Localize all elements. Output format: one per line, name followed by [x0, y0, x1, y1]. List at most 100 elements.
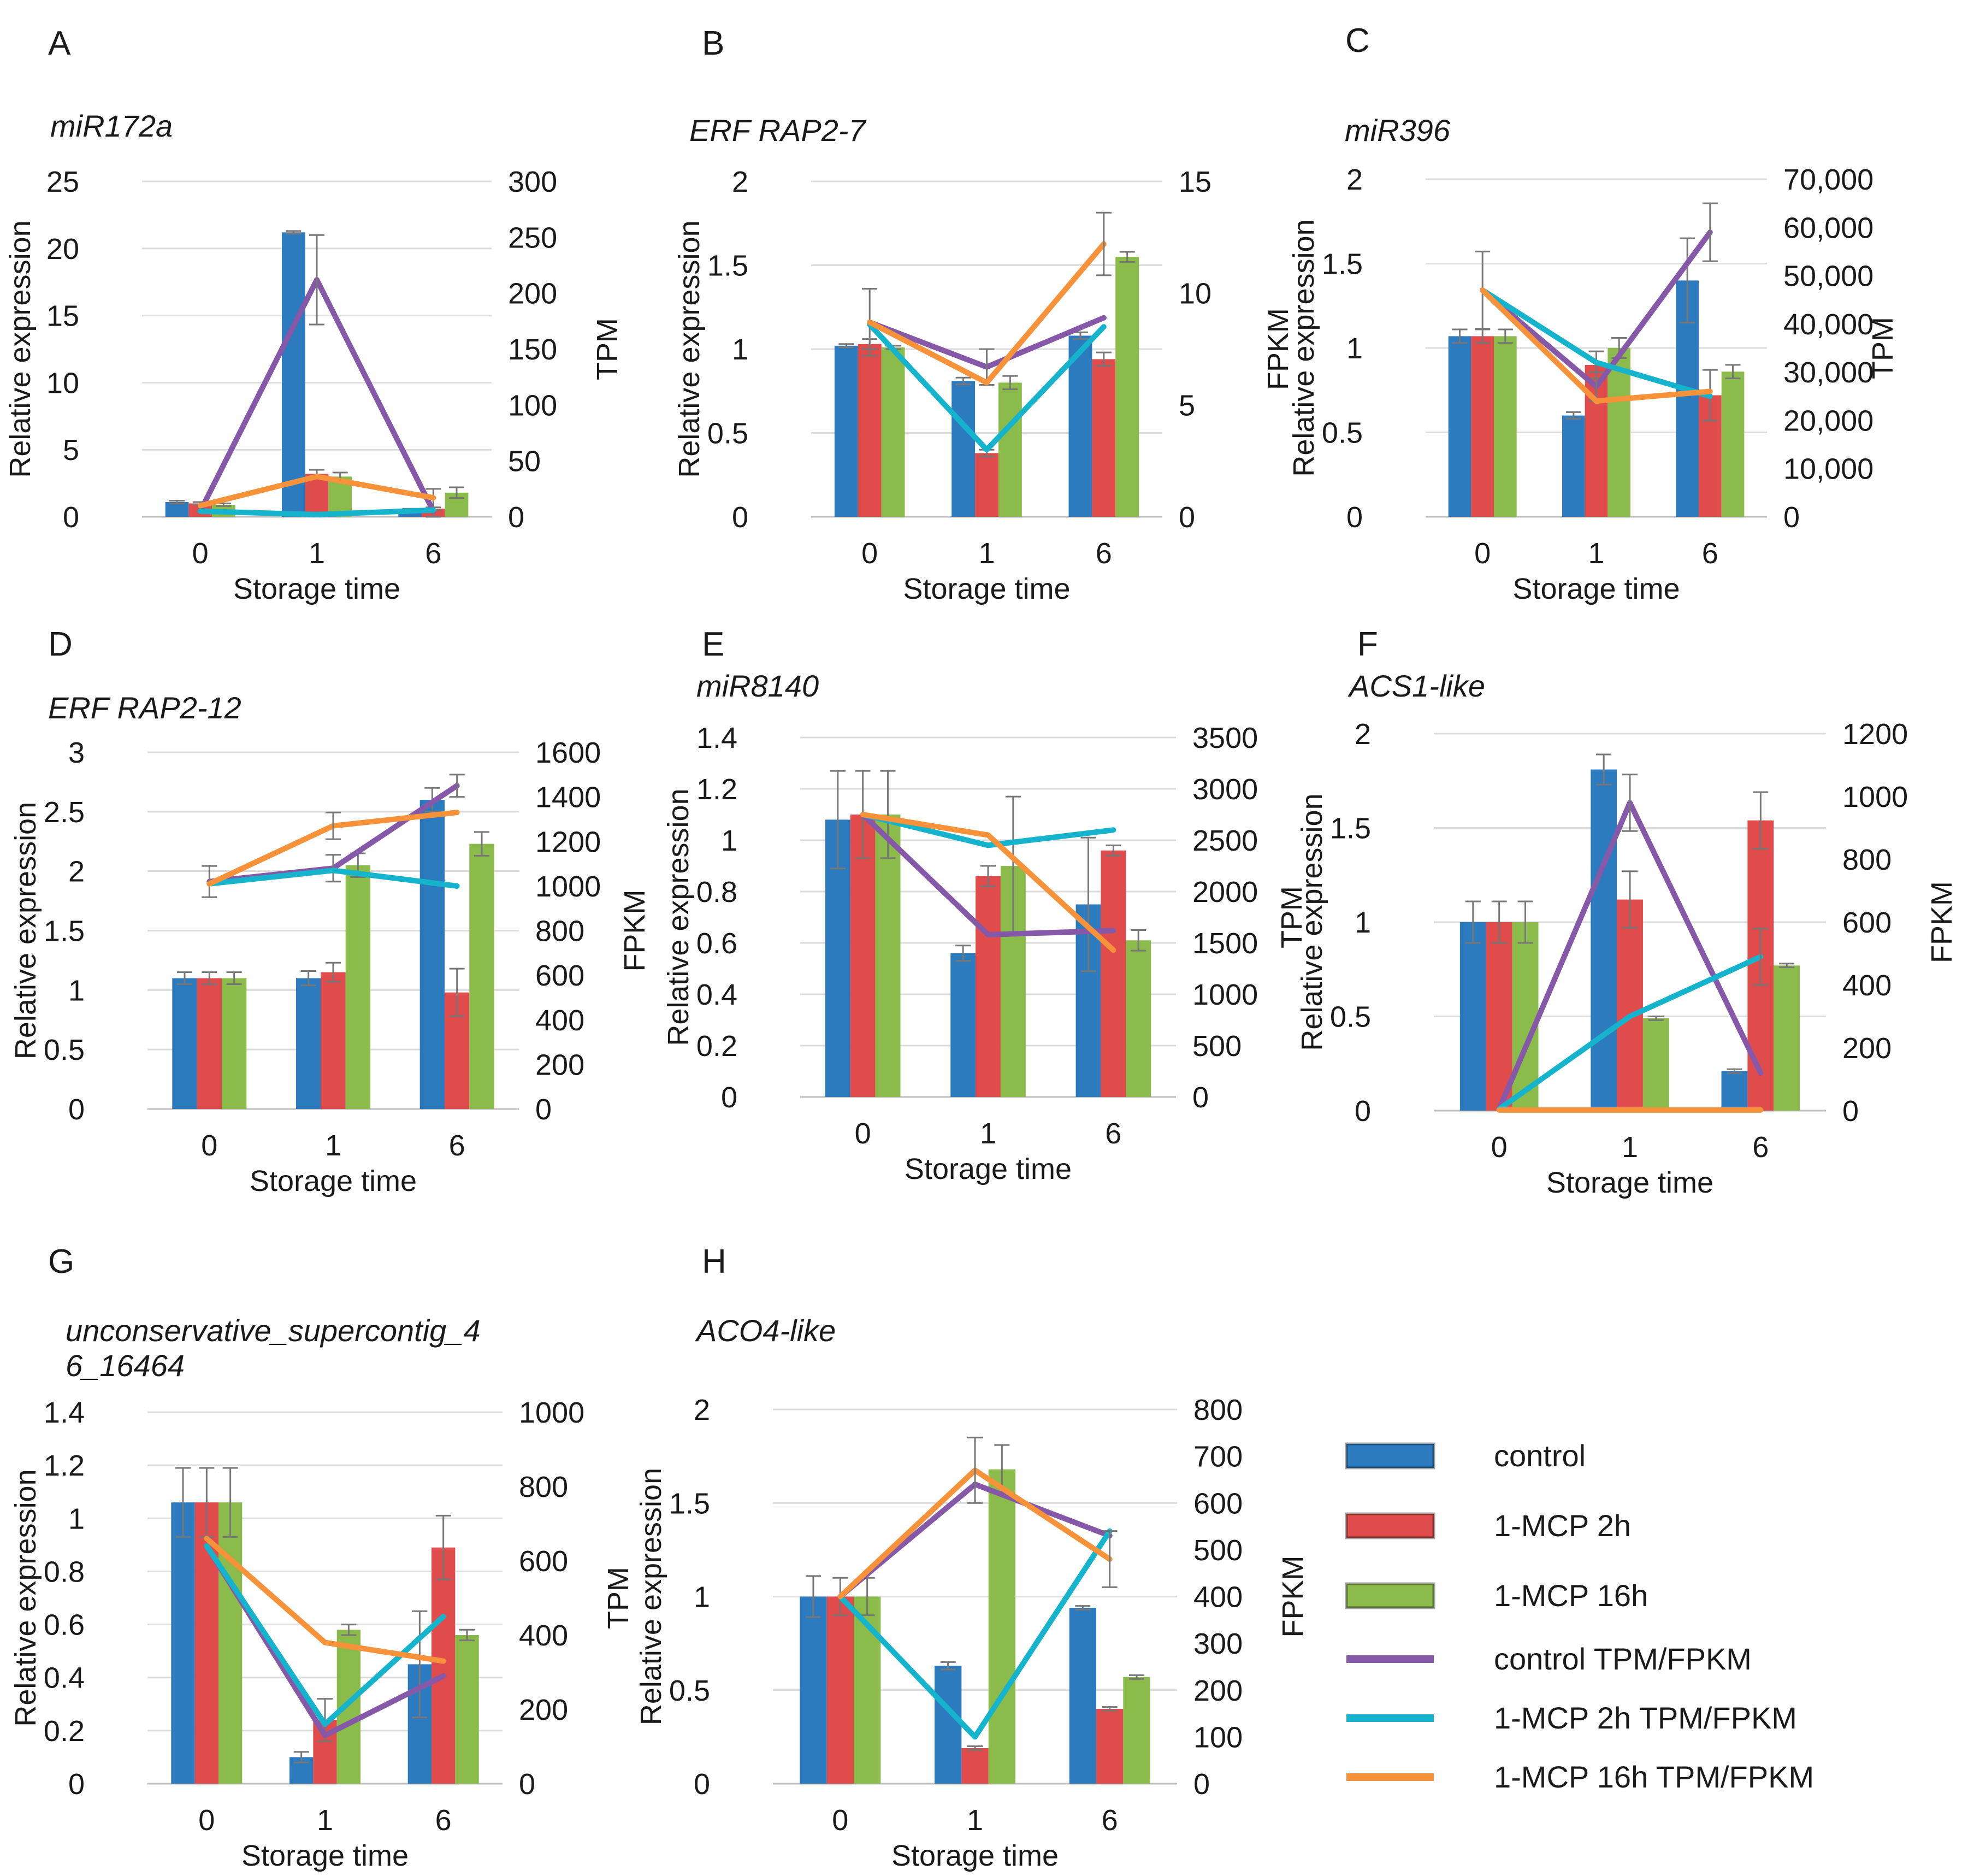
x-axis-title: Storage time	[233, 573, 400, 605]
bar-mcp16h	[218, 1502, 243, 1784]
x-tick-label: 6	[1102, 1804, 1118, 1837]
gene-title: ERF RAP2-12	[48, 691, 241, 725]
legend-label: 1-MCP 2h	[1494, 1508, 1631, 1543]
y2-tick-label: 0	[1192, 1081, 1209, 1114]
y-tick-label: 0.5	[1330, 1001, 1371, 1034]
y-axis-title: Relative expression	[1296, 793, 1328, 1051]
x-tick-label: 1	[1622, 1131, 1638, 1164]
bar-mcp16h	[1608, 348, 1630, 517]
y2-tick-label: 1000	[519, 1396, 584, 1429]
y2-tick-label: 0	[1783, 501, 1800, 534]
y-axis-title: Relative expression	[9, 802, 42, 1059]
y2-tick-label: 50	[508, 445, 541, 478]
error-bar	[1075, 1605, 1091, 1610]
y-tick-label: 0.2	[44, 1715, 85, 1748]
x-axis-title: Storage time	[1512, 573, 1680, 605]
bar-mcp16h	[1123, 1677, 1150, 1784]
y-tick-label: 2	[732, 166, 748, 198]
error-bar	[1727, 1068, 1742, 1074]
bar-mcp16h	[469, 843, 494, 1109]
y2-tick-label: 200	[535, 1048, 584, 1081]
y2-tick-label: 800	[535, 915, 584, 948]
bar-mcp2h	[197, 978, 222, 1109]
y2-tick-label: 0	[519, 1768, 535, 1801]
y2-tick-label: 800	[519, 1471, 568, 1503]
y2-tick-label: 400	[1842, 969, 1892, 1002]
series-line-mcp2h_line	[860, 812, 1116, 848]
error-bar	[300, 970, 316, 987]
y-tick-label: 1	[694, 1581, 710, 1614]
x-axis-title: Storage time	[1546, 1166, 1713, 1199]
legend-label: 1-MCP 2h TPM/FPKM	[1494, 1701, 1797, 1735]
error-bar	[202, 971, 217, 985]
bar-control	[952, 381, 976, 517]
y-axis-title: Relative expression	[635, 1468, 667, 1725]
y-axis-title: Relative expression	[662, 788, 695, 1046]
bar-control	[1068, 335, 1092, 517]
error-bar	[341, 1624, 357, 1636]
x-tick-label: 1	[1588, 537, 1604, 570]
error-bar	[286, 230, 302, 235]
y-tick-label: 5	[63, 434, 79, 467]
y-axis-title: Relative expression	[673, 220, 706, 477]
y-tick-label: 0	[1346, 501, 1363, 534]
bar-mcp16h	[1126, 940, 1151, 1097]
y2-tick-label: 600	[1193, 1487, 1243, 1520]
y-tick-label: 0	[694, 1768, 710, 1801]
bar-mcp16h	[988, 1469, 1015, 1784]
series-line-mcp2h_line	[1480, 287, 1713, 399]
bar-mcp16h	[1115, 257, 1139, 517]
x-tick-label: 1	[309, 537, 325, 570]
error-bar	[1622, 870, 1638, 929]
y-tick-label: 25	[46, 166, 79, 198]
series-line-mcp16h_line	[1480, 287, 1713, 404]
y-tick-label: 0.8	[44, 1555, 85, 1588]
y2-tick-label: 1000	[1842, 781, 1908, 813]
y-tick-label: 0.4	[44, 1662, 85, 1695]
y-tick-label: 0	[68, 1093, 85, 1126]
error-bar	[1565, 411, 1581, 420]
panel-letter: G	[48, 1243, 74, 1281]
error-bar	[955, 945, 971, 962]
line-error-bar	[309, 234, 324, 326]
bar-mcp2h	[976, 876, 1001, 1097]
y2-tick-label: 1500	[1192, 927, 1258, 960]
error-bar	[830, 770, 846, 870]
bar-mcp2h	[1101, 850, 1126, 1097]
bar-control	[1591, 769, 1617, 1111]
y2-tick-label: 3500	[1192, 722, 1258, 754]
error-bar	[169, 500, 185, 504]
error-bar	[449, 968, 465, 1017]
legend-label: control TPM/FPKM	[1494, 1642, 1752, 1676]
y-tick-label: 1	[68, 1502, 85, 1535]
x-tick-label: 0	[201, 1129, 217, 1162]
line-error-bar	[1702, 202, 1718, 262]
error-bar	[1102, 1706, 1118, 1712]
y2-tick-label: 40,000	[1783, 308, 1874, 341]
error-bar	[449, 486, 464, 499]
line-error-bar	[967, 1436, 983, 1504]
y-tick-label: 0.5	[44, 1034, 85, 1066]
series-line-mcp16h_line	[867, 241, 1107, 386]
y-tick-label: 1.5	[1322, 248, 1363, 281]
y-tick-label: 2	[1355, 718, 1371, 751]
y2-tick-label: 500	[1192, 1030, 1242, 1063]
error-bar	[1753, 791, 1769, 849]
error-bar	[1517, 900, 1533, 944]
series-line-mcp2h_line	[197, 507, 436, 517]
bar-control	[1069, 1608, 1096, 1784]
error-bar	[967, 1745, 983, 1751]
y2-tick-label: 200	[508, 278, 557, 310]
y-tick-label: 0.4	[696, 978, 737, 1011]
y-axis-title: Relative expression	[4, 220, 37, 477]
x-tick-label: 0	[832, 1804, 848, 1837]
bar-mcp2h	[1092, 359, 1116, 517]
y2-axis-title: TPM	[591, 318, 624, 380]
error-bar	[1106, 844, 1121, 857]
bar-mcp2h	[432, 1547, 456, 1784]
series-line-mcp16h_line	[197, 474, 436, 509]
y-tick-label: 1.5	[1330, 812, 1371, 845]
x-tick-label: 0	[1474, 537, 1491, 570]
